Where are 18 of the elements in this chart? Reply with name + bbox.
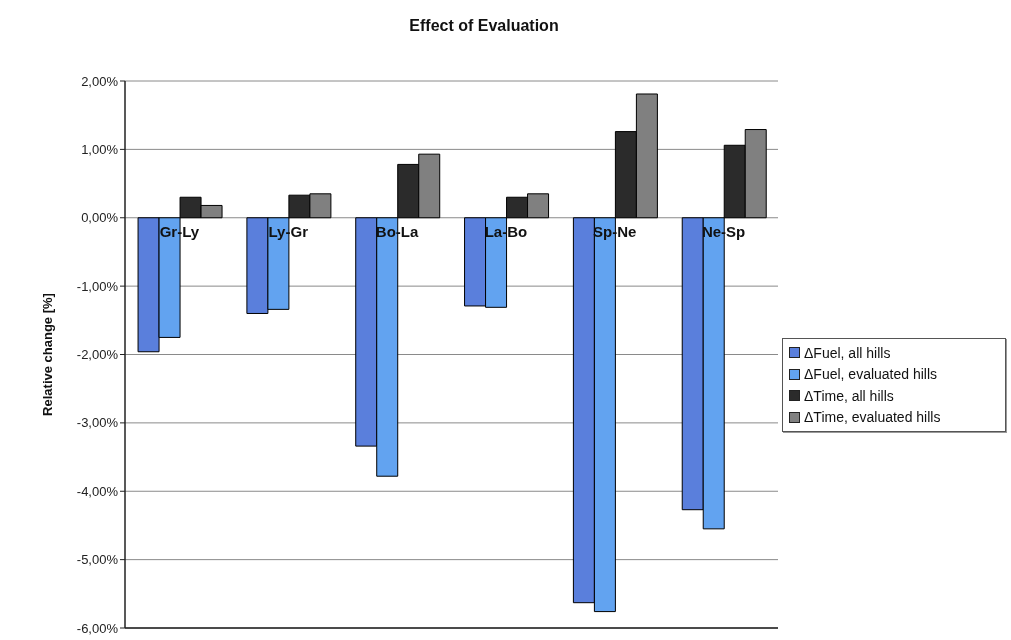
legend-label: ΔTime, all hills xyxy=(804,387,894,404)
y-tick-label: -6,00% xyxy=(76,620,119,636)
x-tick-label: La-Bo xyxy=(484,222,528,240)
y-tick-label: 2,00% xyxy=(81,73,119,89)
y-tick-label: -1,00% xyxy=(76,278,119,294)
y-tick-label: -4,00% xyxy=(76,483,119,499)
legend-label: ΔFuel, evaluated hills xyxy=(804,366,938,383)
x-tick-label: Sp-Ne xyxy=(593,222,637,240)
y-axis-title: Relative change [%] xyxy=(39,293,55,416)
chart-title: Effect of Evaluation xyxy=(408,17,560,35)
legend-label: ΔTime, evaluated hills xyxy=(804,409,941,426)
y-tick-label: 0,00% xyxy=(81,210,119,226)
y-tick-label: -5,00% xyxy=(76,552,119,568)
x-tick-label: Ne-Sp xyxy=(701,222,746,240)
y-tick-label: 1,00% xyxy=(81,141,119,157)
y-tick-label: -2,00% xyxy=(76,347,119,363)
legend-label: ΔFuel, all hills xyxy=(804,344,891,361)
y-tick-label: -3,00% xyxy=(76,415,119,431)
